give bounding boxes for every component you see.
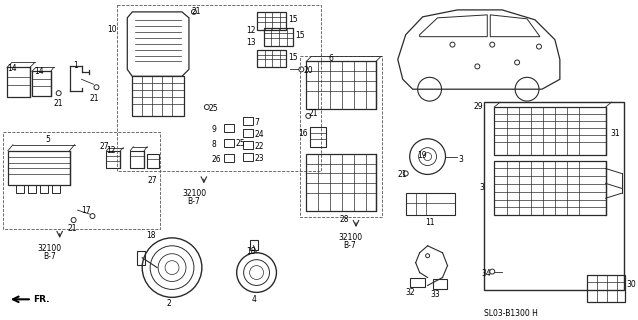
Text: B-7: B-7 (343, 241, 356, 250)
Text: 21: 21 (54, 99, 63, 108)
Bar (242, 153, 253, 161)
Bar (3, 132, 160, 229)
Bar (224, 154, 234, 162)
Text: 22: 22 (255, 142, 264, 151)
Text: 15: 15 (288, 52, 298, 61)
Text: 33: 33 (431, 290, 440, 300)
Text: 19: 19 (418, 151, 427, 160)
Bar (310, 127, 326, 147)
Bar (132, 76, 184, 116)
Text: 18: 18 (247, 247, 256, 256)
Text: 13: 13 (247, 38, 256, 47)
Text: 21: 21 (397, 171, 407, 180)
Text: 4: 4 (251, 295, 256, 304)
Text: 3: 3 (459, 155, 463, 164)
Bar (8, 151, 70, 185)
Bar (410, 277, 425, 287)
Bar (433, 279, 447, 289)
Bar (224, 139, 234, 147)
Bar (249, 240, 258, 250)
Text: 32100: 32100 (38, 244, 62, 253)
Bar (263, 28, 293, 45)
Text: 6: 6 (328, 53, 333, 62)
Text: 7: 7 (255, 118, 260, 127)
Text: 9: 9 (212, 125, 217, 134)
Text: 27: 27 (100, 142, 109, 151)
Text: 24: 24 (255, 130, 264, 139)
Text: 14: 14 (34, 68, 43, 76)
Text: B-7: B-7 (43, 252, 56, 261)
Bar (300, 57, 382, 217)
Bar (224, 124, 234, 132)
Bar (306, 61, 376, 109)
Bar (494, 107, 605, 155)
Bar (587, 275, 625, 302)
Text: 27: 27 (147, 176, 157, 185)
Bar (306, 154, 376, 211)
Text: 25: 25 (209, 104, 218, 113)
Bar (242, 129, 253, 137)
Bar (137, 251, 145, 265)
Text: 25: 25 (235, 139, 245, 148)
Bar (256, 50, 286, 68)
Bar (242, 117, 253, 125)
Text: 15: 15 (295, 31, 305, 40)
Text: 26: 26 (212, 155, 221, 164)
Text: FR.: FR. (33, 295, 49, 304)
Bar (52, 185, 60, 193)
Bar (147, 154, 159, 169)
Bar (494, 161, 605, 215)
Text: 30: 30 (627, 281, 636, 290)
Text: 32100: 32100 (182, 189, 206, 198)
Text: 15: 15 (288, 15, 298, 24)
Bar (40, 185, 48, 193)
Text: 2: 2 (167, 299, 172, 308)
Bar (130, 151, 144, 169)
Bar (256, 12, 286, 30)
Bar (484, 102, 623, 290)
Text: 20: 20 (303, 67, 313, 76)
Text: 28: 28 (339, 215, 348, 224)
Text: 21: 21 (68, 224, 77, 233)
Text: 21: 21 (192, 7, 202, 16)
Bar (406, 193, 456, 215)
Text: 11: 11 (426, 218, 435, 227)
Bar (7, 68, 30, 97)
Text: 31: 31 (611, 129, 620, 138)
Text: SL03-B1300 H: SL03-B1300 H (484, 309, 538, 318)
Text: 5: 5 (46, 135, 50, 144)
Text: 12: 12 (107, 146, 116, 155)
Text: 21: 21 (308, 109, 318, 118)
Text: 34: 34 (481, 268, 491, 277)
Text: 8: 8 (212, 140, 216, 149)
Bar (32, 71, 50, 96)
Text: 17: 17 (82, 206, 91, 215)
Text: 32: 32 (406, 288, 415, 297)
Text: 3: 3 (479, 183, 484, 192)
Text: 12: 12 (247, 26, 256, 35)
Bar (117, 5, 321, 172)
Bar (28, 185, 36, 193)
Bar (107, 151, 121, 169)
Text: B-7: B-7 (187, 197, 200, 206)
Text: 18: 18 (146, 231, 156, 240)
Text: 10: 10 (107, 25, 117, 34)
Text: 21: 21 (89, 94, 99, 103)
Bar (242, 141, 253, 149)
Text: 16: 16 (299, 129, 308, 138)
Text: 14: 14 (7, 64, 17, 73)
Text: 23: 23 (255, 154, 264, 163)
Text: 29: 29 (473, 102, 483, 111)
Text: 32100: 32100 (338, 233, 362, 242)
Text: 1: 1 (73, 61, 78, 70)
Bar (16, 185, 24, 193)
